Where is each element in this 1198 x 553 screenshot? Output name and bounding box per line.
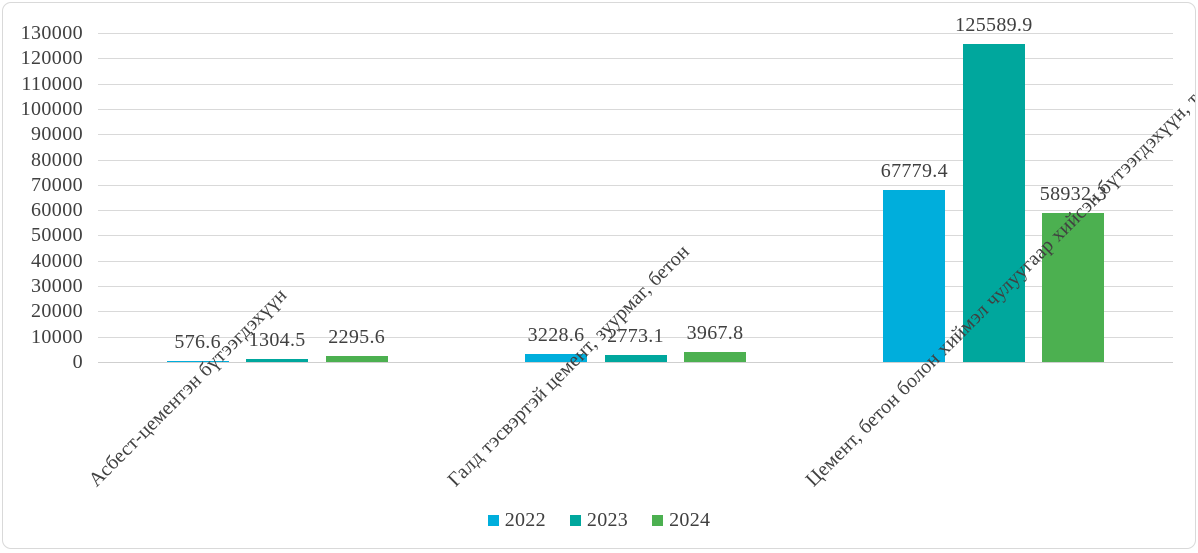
bar-value-label: 125589.9 bbox=[955, 14, 1033, 37]
bar-value-label: 58932.3 bbox=[1039, 182, 1107, 205]
gridline bbox=[98, 83, 1173, 85]
category-axis-label: Галд тэсвэртэй цемент, зуурмаг, бетон bbox=[442, 240, 694, 491]
legend-label: 2022 bbox=[504, 509, 546, 531]
y-axis-tick-label: 0 bbox=[72, 351, 83, 373]
legend-swatch-icon bbox=[569, 514, 581, 526]
y-axis-tick-label: 70000 bbox=[31, 173, 83, 196]
y-axis-tick-label: 60000 bbox=[31, 199, 83, 222]
category-axis-label: Асбест-цементэн бүтээгдэхүүн bbox=[84, 284, 292, 491]
bar-value-label: 3967.8 bbox=[686, 321, 744, 344]
gridline bbox=[98, 33, 1173, 34]
legend-swatch-icon bbox=[487, 514, 499, 526]
gridline bbox=[98, 184, 1173, 186]
gridline bbox=[98, 235, 1173, 237]
legend: 2022 2023 2024 bbox=[3, 508, 1195, 532]
bar-value-label: 2295.6 bbox=[328, 326, 386, 349]
y-axis-tick-label: 100000 bbox=[20, 97, 83, 120]
bar-2022 bbox=[883, 190, 946, 362]
legend-label: 2023 bbox=[586, 509, 629, 531]
y-axis-tick-label: 90000 bbox=[31, 123, 83, 146]
bar-value-label: 576.6 bbox=[174, 330, 221, 353]
legend-label: 2024 bbox=[669, 509, 711, 531]
bar-2022 bbox=[525, 353, 587, 362]
bar-value-label: 3228.6 bbox=[527, 323, 585, 346]
gridline bbox=[98, 210, 1173, 212]
y-axis-tick-label: 50000 bbox=[31, 224, 83, 247]
bar-2023 bbox=[246, 358, 309, 362]
bar-value-label: 1304.5 bbox=[248, 328, 306, 351]
legend-swatch-icon bbox=[652, 514, 664, 526]
legend-item-2024: 2024 bbox=[652, 508, 710, 532]
gridline bbox=[98, 260, 1173, 262]
y-axis-tick-label: 30000 bbox=[31, 275, 83, 298]
bar-value-label: 2773.1 bbox=[607, 324, 664, 347]
y-axis-tick-label: 120000 bbox=[20, 47, 83, 70]
gridline bbox=[98, 286, 1173, 288]
gridline bbox=[98, 159, 1173, 161]
bar-2023 bbox=[604, 354, 667, 362]
gridline bbox=[98, 58, 1173, 60]
y-axis-tick-label: 110000 bbox=[21, 72, 83, 95]
y-axis-tick-label: 80000 bbox=[31, 148, 83, 171]
y-axis-tick-label: 40000 bbox=[31, 249, 83, 272]
legend-item-2023: 2023 bbox=[569, 508, 629, 532]
bar-2024 bbox=[325, 356, 388, 362]
bar-2023 bbox=[962, 44, 1025, 362]
legend-item-2022: 2022 bbox=[487, 508, 546, 532]
gridline bbox=[98, 311, 1173, 313]
x-axis-line bbox=[98, 362, 1173, 363]
gridline bbox=[98, 108, 1173, 110]
gridline bbox=[98, 336, 1173, 338]
bar-2024 bbox=[684, 351, 746, 362]
y-axis-tick-label: 10000 bbox=[31, 325, 83, 348]
y-axis-tick-label: 130000 bbox=[20, 22, 83, 44]
bar-2024 bbox=[1042, 212, 1105, 362]
bar-value-label: 67779.4 bbox=[880, 160, 948, 183]
gridline bbox=[98, 134, 1173, 136]
y-axis-tick-label: 20000 bbox=[31, 300, 83, 323]
bar-2022 bbox=[166, 360, 229, 362]
